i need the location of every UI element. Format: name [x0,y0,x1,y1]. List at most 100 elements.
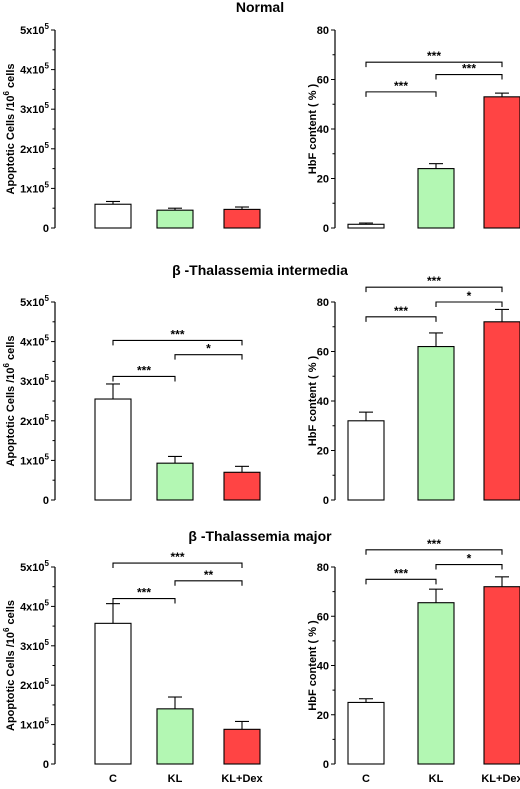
significance-bracket [365,91,437,97]
y-tick-label: 4x105 [20,334,49,349]
tick-exponent: 5 [45,180,50,189]
significance-bracket [365,61,503,68]
significance-bracket [435,563,503,570]
y-tick-label: 1x105 [20,717,49,732]
significance-bracket [365,578,437,585]
significance-label: *** [170,327,184,341]
y-tick-label: 5x105 [20,294,49,309]
tick-base: 3x10 [20,376,44,388]
y-axis-title: Apoptotic Cells /106 cells [2,600,17,731]
significance-label: *** [394,79,408,93]
chart-panel-4: β -Thalassemia major01x1052x1053x1054x10… [2,528,332,785]
tick-exponent: 5 [45,141,50,150]
tick-base: 4x10 [20,65,44,77]
y-axis-title: HbF content ( % ) [307,355,319,446]
y-tick-label: 3x105 [20,638,49,653]
tick-base: 20 [317,446,329,458]
tick-exponent: 5 [45,638,50,647]
significance-bracket [174,354,243,360]
bar-c [94,203,132,229]
bar-kl-dex [483,321,520,501]
y-tick-label: 0 [43,495,49,507]
significance-label: *** [137,586,151,600]
y-axis-title: HbF content ( % ) [307,620,319,711]
y-tick-label: 5x105 [20,22,49,37]
significance-label: *** [462,62,476,76]
y-tick-label: 60 [317,75,329,87]
tick-base: 4x10 [20,337,44,349]
y-axis-title: HbF content ( % ) [307,83,319,174]
y-tick-label: 2x105 [20,141,49,156]
significance-label: *** [394,304,408,318]
section-title: Normal [236,0,284,15]
tick-base: 3x10 [20,641,44,653]
tick-base: 2x10 [20,680,44,692]
chart-panel-0: Normal01x1052x1053x1054x1055x105Apoptoti… [2,0,284,235]
bar-kl [417,168,455,229]
significance-label: *** [427,49,441,63]
bar-kl [156,708,194,765]
tick-base: 4x10 [20,601,44,613]
y-tick-label: 80 [317,297,329,309]
tick-exponent: 5 [45,101,50,110]
bar-kl-dex [483,586,520,765]
bar-kl [156,209,194,229]
y-tick-label: 4x105 [20,62,49,77]
y-tick-label: 40 [317,661,329,673]
tick-base: 60 [317,75,329,87]
tick-exponent: 5 [45,413,50,422]
tick-base: 0 [43,495,49,507]
bar-kl-dex [483,96,520,229]
y-tick-label: 4x105 [20,598,49,613]
section-title: β -Thalassemia major [188,528,332,544]
bar-c [94,398,132,501]
section-title: β -Thalassemia intermedia [172,262,348,278]
tick-exponent: 5 [45,22,50,31]
y-tick-label: 1x105 [20,180,49,195]
ylabel-part: cells [5,335,17,363]
significance-bracket [112,597,176,604]
y-tick-label: 0 [323,759,329,771]
tick-base: 0 [323,223,329,235]
tick-base: 5x10 [20,562,44,574]
y-tick-label: 40 [317,396,329,408]
tick-base: 0 [323,495,329,507]
tick-base: 20 [317,710,329,722]
ylabel-exponent: 6 [2,627,11,632]
y-axis-title: Apoptotic Cells /106 cells [2,335,17,466]
tick-base: 0 [323,759,329,771]
category-label: KL [168,773,183,785]
tick-exponent: 5 [45,598,50,607]
y-tick-label: 0 [43,759,49,771]
significance-bracket [365,549,503,555]
significance-bracket [365,316,437,322]
tick-base: 40 [317,661,329,673]
significance-bracket [112,562,243,569]
tick-base: 80 [317,562,329,574]
tick-base: 20 [317,174,329,186]
category-label: KL+Dex [221,773,263,785]
chart-panel-2: β -Thalassemia intermedia01x1052x1053x10… [2,262,348,507]
y-tick-label: 3x105 [20,373,49,388]
bar-kl [417,345,455,501]
significance-label: ** [204,568,214,582]
tick-base: 0 [43,223,49,235]
significance-bracket [435,74,503,80]
tick-base: 1x10 [20,183,44,195]
y-tick-label: 0 [43,223,49,235]
y-tick-label: 0 [323,495,329,507]
bar-kl-dex [223,208,261,229]
tick-base: 1x10 [20,455,44,467]
y-tick-label: 80 [317,25,329,37]
significance-label: *** [427,274,441,288]
category-label: KL+Dex [481,773,520,785]
y-axis-title: Apoptotic Cells /106 cells [2,63,17,194]
ylabel-exponent: 6 [2,90,11,95]
significance-label: *** [170,550,184,564]
tick-base: 0 [43,759,49,771]
bar-kl [417,602,455,765]
tick-base: 2x10 [20,144,44,156]
y-tick-label: 20 [317,446,329,458]
